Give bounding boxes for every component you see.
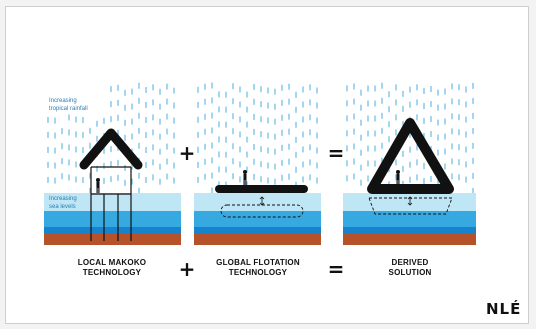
plus-operator-top: + xyxy=(178,141,196,165)
rise-arrow xyxy=(259,196,265,206)
caption-derived-text: DERIVED SOLUTION xyxy=(388,258,432,277)
caption-local-text: LOCAL MAKOKO TECHNOLOGY xyxy=(77,258,147,277)
pitched-roof xyxy=(79,128,143,170)
sea-light-band xyxy=(194,193,321,211)
rise-arrow xyxy=(407,196,413,206)
rain-label-line1: Increasing xyxy=(49,98,77,104)
sea-mid-band xyxy=(194,211,321,231)
panel-derived-solution xyxy=(343,118,476,245)
sea-deep-band xyxy=(194,227,321,233)
person-figure xyxy=(396,170,400,185)
panel-global-flotation xyxy=(194,170,321,245)
caption-derived-solution: DERIVED SOLUTION xyxy=(350,258,470,278)
caption-global-text: GLOBAL FLOTATION TECHNOLOGY xyxy=(216,258,300,277)
sea-label-line1: Increasing xyxy=(49,196,77,202)
floating-platform xyxy=(215,185,308,193)
caption-local-makoko: LOCAL MAKOKO TECHNOLOGY xyxy=(52,258,172,278)
buoyancy-outline xyxy=(368,197,453,215)
sea-mid-band xyxy=(343,211,476,231)
sea-mid-band xyxy=(44,211,181,231)
rainfall-lines xyxy=(47,82,474,194)
equals-operator-bottom: = xyxy=(327,257,345,281)
equals-operator-top: = xyxy=(327,141,345,165)
person-figure xyxy=(243,170,247,185)
sea-light-band xyxy=(44,193,181,211)
a-frame-triangle xyxy=(367,118,454,194)
panel-local-makoko: Increasing tropical rainfall Increasing … xyxy=(44,98,181,245)
frame xyxy=(5,6,529,324)
sea-deep-band xyxy=(44,227,181,233)
plus-operator-bottom: + xyxy=(178,257,196,281)
ground-band xyxy=(44,233,181,245)
sea-label-line2: sea levels xyxy=(49,204,76,210)
ground-band xyxy=(343,233,476,245)
ground-band xyxy=(194,233,321,245)
sea-light-band xyxy=(343,193,476,211)
caption-global-flotation: GLOBAL FLOTATION TECHNOLOGY xyxy=(198,258,318,278)
stilts xyxy=(90,166,132,241)
sea-deep-band xyxy=(343,227,476,233)
nle-logo: NLÉ xyxy=(486,300,522,318)
rain-label-line2: tropical rainfall xyxy=(49,106,88,112)
person-figure xyxy=(96,178,100,193)
